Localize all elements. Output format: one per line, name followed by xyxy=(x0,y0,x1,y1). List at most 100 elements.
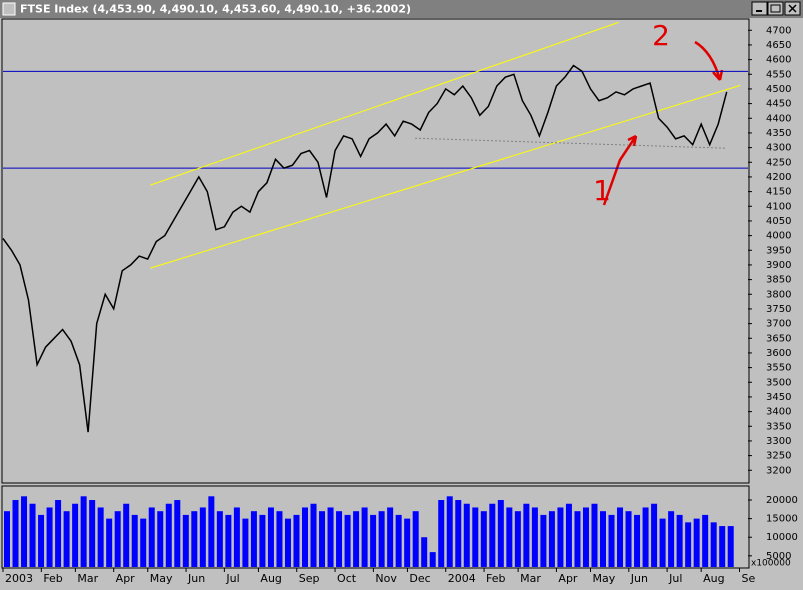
y-unit-label: x100000 xyxy=(751,559,791,569)
chart-title: FTSE Index (4,453.90, 4,490.10, 4,453.60… xyxy=(20,3,411,16)
x-tick-label: May xyxy=(150,572,173,585)
y-tick-label: 4200 xyxy=(766,172,791,183)
volume-bar xyxy=(446,496,453,567)
y-tick-label: 4350 xyxy=(766,128,791,139)
volume-bar xyxy=(293,514,300,567)
volume-bar xyxy=(506,507,513,567)
window-buttons[interactable] xyxy=(751,1,801,16)
y-tick-label: 4100 xyxy=(766,201,791,212)
volume-bar xyxy=(327,507,334,567)
volume-bar xyxy=(421,537,428,567)
maximize-button[interactable] xyxy=(767,1,784,16)
volume-bar xyxy=(412,511,419,567)
volume-bar xyxy=(429,552,436,567)
y-tick-label: 4600 xyxy=(766,55,791,66)
volume-bar xyxy=(685,522,692,567)
volume-bar xyxy=(208,496,215,567)
y-tick-label: 4400 xyxy=(766,113,791,124)
volume-bar xyxy=(378,511,385,567)
volume-bar xyxy=(310,503,317,567)
volume-bar xyxy=(659,518,666,567)
y-tick-label: 3900 xyxy=(766,260,791,271)
window-icon xyxy=(2,2,16,16)
volume-bar xyxy=(642,507,649,567)
volume-bar xyxy=(591,503,598,567)
x-tick-label: Mar xyxy=(520,572,541,585)
y-tick-label: 3300 xyxy=(766,436,791,447)
volume-bar xyxy=(565,503,572,567)
volume-bar xyxy=(702,514,709,567)
volume-bar xyxy=(63,511,70,567)
volume-bar xyxy=(302,507,308,567)
maximize-icon xyxy=(770,4,781,13)
volume-bar xyxy=(625,511,632,567)
volume-bar xyxy=(668,511,675,567)
y-tick-label: 3250 xyxy=(766,451,791,462)
price-line xyxy=(2,64,728,433)
volume-bar xyxy=(114,511,121,567)
x-tick-label: Jun xyxy=(187,572,205,585)
y-tick-label: 4150 xyxy=(766,187,791,198)
volume-bar xyxy=(216,511,223,567)
minimize-button[interactable] xyxy=(751,1,768,16)
volume-bar xyxy=(540,514,547,567)
volume-bar xyxy=(574,511,581,567)
annotation: 1 xyxy=(593,174,611,207)
volume-bar xyxy=(250,511,257,567)
volume-bar xyxy=(38,514,45,567)
x-tick-label: 2004 xyxy=(448,572,476,585)
annotation-arrow xyxy=(602,134,638,206)
volume-bar xyxy=(319,511,326,567)
volume-bar xyxy=(106,518,113,567)
volume-bar xyxy=(46,507,53,567)
y-tick-label: 4250 xyxy=(766,157,791,168)
y-tick-label: 3500 xyxy=(766,377,791,388)
volume-bar xyxy=(438,500,445,567)
volume-bar xyxy=(267,507,274,567)
volume-bar xyxy=(497,500,504,567)
y-tick-label: 3550 xyxy=(766,363,791,374)
x-tick-label: Nov xyxy=(375,572,397,585)
x-tick-label: Mar xyxy=(77,572,98,585)
x-tick-label: Dec xyxy=(409,572,430,585)
y-tick-label: 20000 xyxy=(766,495,798,506)
y-tick-label: 4450 xyxy=(766,99,791,110)
volume-bar xyxy=(693,518,700,567)
volume-bar xyxy=(719,526,726,567)
volume-bar xyxy=(259,514,266,567)
volume-bar xyxy=(634,514,641,567)
annotation: 2 xyxy=(652,19,670,52)
volume-bar xyxy=(89,500,96,567)
x-tick-label: Apr xyxy=(116,572,136,585)
volume-bar xyxy=(165,503,172,567)
volume-bar xyxy=(710,522,717,567)
volume-bar xyxy=(148,507,155,567)
x-tick-label: Sep xyxy=(299,572,320,585)
volume-bar xyxy=(387,507,394,567)
volume-bar xyxy=(608,514,615,567)
x-tick-label: Se xyxy=(741,572,755,585)
volume-bar xyxy=(617,507,624,567)
volume-bar xyxy=(191,511,198,567)
y-tick-label: 3850 xyxy=(766,275,791,286)
x-tick-label: Jul xyxy=(225,572,239,585)
y-tick-label: 3450 xyxy=(766,392,791,403)
y-tick-label: 3200 xyxy=(766,465,791,476)
price-panel xyxy=(1,18,750,484)
y-tick-label: 4550 xyxy=(766,69,791,80)
x-tick-label: Apr xyxy=(558,572,578,585)
x-tick-label: Oct xyxy=(337,572,357,585)
x-tick-label: Feb xyxy=(486,572,505,585)
y-tick-label: 3350 xyxy=(766,421,791,432)
volume-bar xyxy=(600,511,606,567)
volume-bar xyxy=(157,511,164,567)
volume-bar xyxy=(233,507,240,567)
volume-bar xyxy=(72,503,79,567)
x-tick-label: 2003 xyxy=(5,572,33,585)
volume-bar xyxy=(370,514,377,567)
volume-bar xyxy=(12,500,19,567)
x-tick-label: Feb xyxy=(43,572,62,585)
y-tick-label: 4500 xyxy=(766,84,791,95)
y-tick-label: 3650 xyxy=(766,333,791,344)
